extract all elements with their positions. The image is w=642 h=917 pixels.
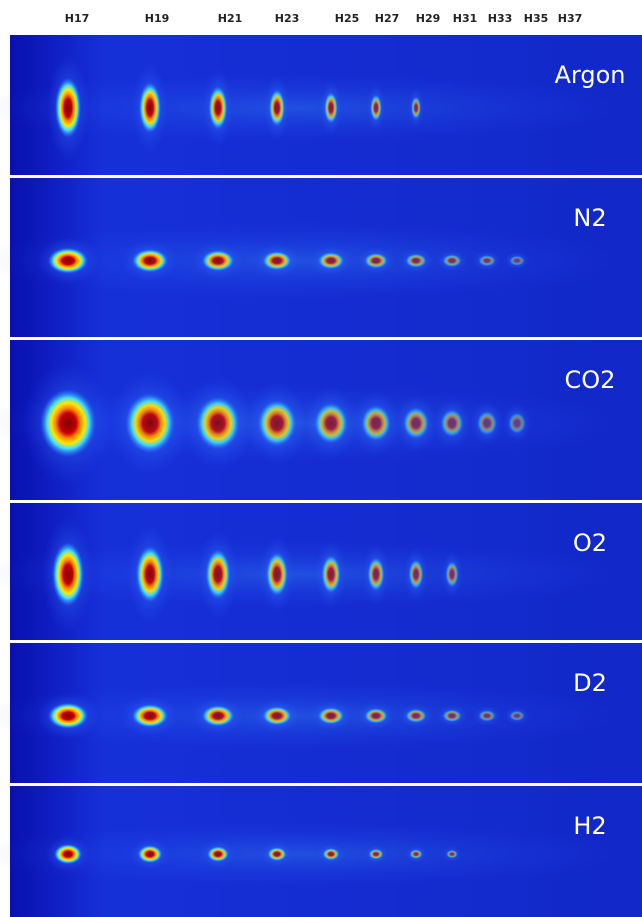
harmonic-spot: [478, 255, 496, 267]
panel: CO2: [0, 340, 642, 500]
harmonic-label: H27: [375, 12, 400, 25]
harmonic-spot: [55, 77, 81, 138]
harmonic-spot: [509, 255, 525, 266]
harmonic-spot: [317, 707, 345, 725]
harmonic-spot: [132, 704, 168, 728]
harmonic-spot: [257, 400, 297, 447]
harmonic-spot: [262, 251, 292, 271]
panel: D2: [0, 643, 642, 783]
harmonic-spot: [367, 557, 385, 592]
harmonic-spot: [138, 82, 162, 134]
harmonic-spot: [508, 412, 526, 434]
harmonic-label: H21: [218, 12, 243, 25]
harmonic-spot: [205, 549, 231, 600]
beam-glow: [0, 821, 630, 887]
harmonic-spot: [137, 845, 163, 863]
harmonic-spot: [48, 247, 88, 274]
harmonic-spot: [48, 702, 88, 729]
harmonic-spot: [409, 849, 423, 859]
panel: O2: [0, 503, 642, 640]
panel: N2: [0, 178, 642, 337]
harmonic-spot: [135, 546, 165, 603]
harmonic-label: H29: [416, 12, 441, 25]
harmonic-spot: [324, 92, 338, 124]
harmonic-spot: [317, 252, 345, 270]
harmonic-spot: [476, 410, 498, 436]
harmonic-spot: [132, 248, 168, 273]
harmonic-label: H35: [524, 12, 549, 25]
harmonic-label: H37: [558, 12, 583, 25]
harmonic-spot: [54, 844, 82, 865]
harmonic-spot: [262, 706, 292, 726]
panel: Argon: [0, 35, 642, 175]
harmonic-spot: [411, 96, 421, 120]
panel-label: N2: [573, 204, 606, 232]
harmonic-spot: [208, 86, 228, 130]
harmonic-label: H31: [453, 12, 478, 25]
harmonic-spot: [405, 708, 427, 723]
harmonic-spot: [446, 850, 458, 859]
panel-label: CO2: [565, 366, 616, 394]
harmonic-spot: [408, 559, 424, 590]
panel-label: O2: [573, 529, 607, 557]
harmonic-spot: [322, 848, 340, 861]
harmonic-spot: [52, 542, 84, 607]
harmonic-spot: [269, 89, 285, 127]
panel-label: Argon: [555, 61, 626, 89]
harmonic-label: H17: [65, 12, 90, 25]
harmonic-spot: [364, 253, 388, 269]
harmonic-label: H33: [488, 12, 513, 25]
harmonic-spot: [405, 253, 427, 268]
harmonic-spot: [201, 705, 235, 727]
harmonic-spot: [509, 710, 525, 721]
harmonic-spot: [125, 393, 175, 454]
harmonic-spot: [442, 254, 462, 267]
harmonic-label: H25: [335, 12, 360, 25]
harmonic-spot: [402, 407, 430, 439]
harmonic-label: H23: [275, 12, 300, 25]
panel: H2: [0, 786, 642, 917]
harmonic-spot: [207, 846, 229, 862]
harmonic-spot: [266, 552, 288, 597]
harmonic-label: H19: [145, 12, 170, 25]
harmonic-spot: [321, 555, 341, 594]
harmonic-spot: [478, 710, 496, 722]
harmonic-spot: [314, 402, 348, 444]
harmonic-spot: [370, 94, 382, 122]
beam-glow: [0, 540, 630, 609]
harmonic-spot: [201, 250, 235, 272]
panel-label: D2: [573, 669, 607, 697]
harmonic-spot: [364, 708, 388, 724]
harmonic-spot: [361, 405, 391, 442]
harmonic-spot: [267, 847, 287, 861]
beam-glow: [0, 72, 630, 143]
harmonic-spot: [445, 561, 459, 588]
harmonic-spot: [440, 409, 464, 438]
harmonic-spot: [442, 709, 462, 723]
harmonic-spot: [40, 389, 96, 458]
harmonic-spot: [368, 848, 384, 860]
harmonic-spot: [196, 396, 240, 450]
panel-label: H2: [573, 812, 606, 840]
